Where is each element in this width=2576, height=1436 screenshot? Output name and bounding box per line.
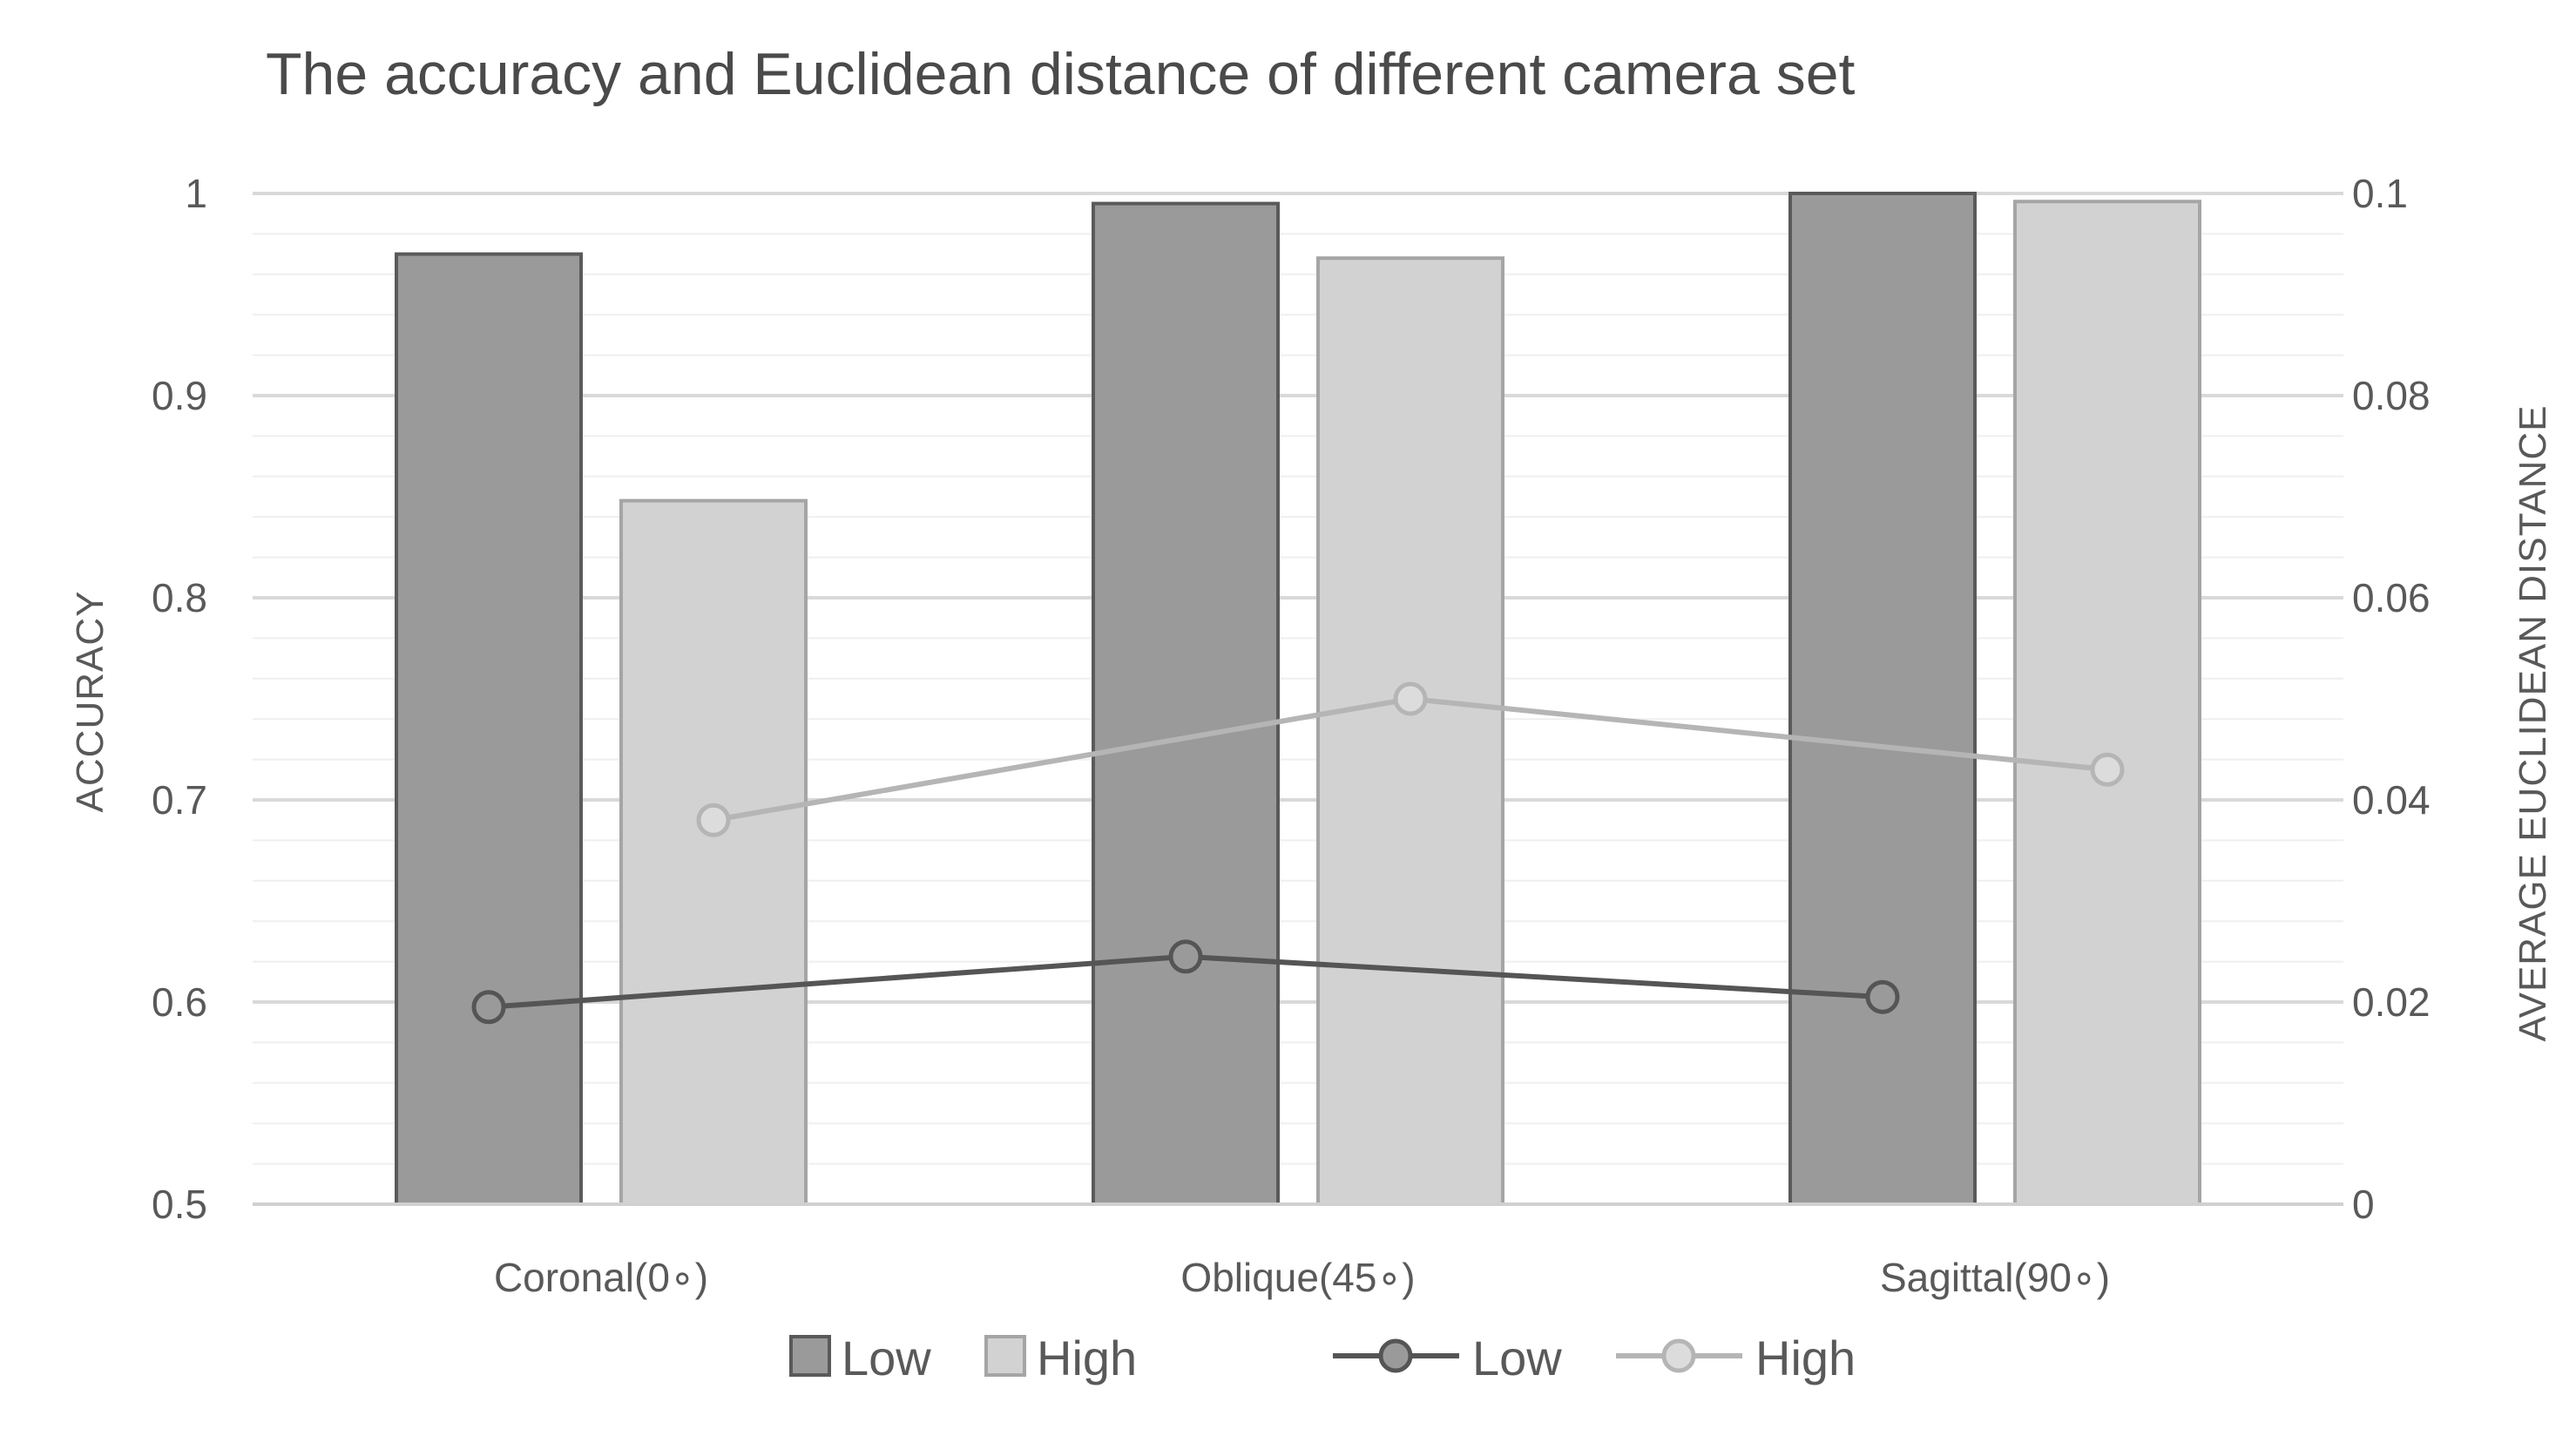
- y-axis-title-right: AVERAGE EUCLIDEAN DISTANCE: [2512, 405, 2554, 1042]
- y-axis-left: 0.5 0.6 0.7 0.8 0.9 1: [152, 171, 207, 1227]
- y-tick-label-left: 0.9: [152, 373, 207, 418]
- x-axis: Coronal(0∘) Oblique(45∘) Sagittal(90∘): [253, 1202, 2343, 1300]
- bar-low-3: [1788, 192, 1977, 1206]
- y-tick-label-right: 0.02: [2352, 979, 2431, 1025]
- point-high-2: [1393, 681, 1428, 716]
- legend-label-line-high: High: [1755, 1331, 1856, 1385]
- bar-high-3: [2013, 200, 2201, 1206]
- bar-low-2: [1092, 201, 1280, 1207]
- y-tick-label-right: 0.08: [2352, 373, 2431, 418]
- y-tick-label-left: 0.7: [152, 777, 207, 823]
- y-tick-label-left: 1: [185, 171, 207, 216]
- y-tick-label-left: 0.5: [152, 1182, 207, 1227]
- legend: Low High Low High: [789, 1331, 1856, 1385]
- legend-label-line-low: Low: [1472, 1331, 1562, 1385]
- x-tick-label: Oblique(45∘): [1180, 1255, 1415, 1300]
- x-tick-label: Sagittal(90∘): [1880, 1255, 2110, 1300]
- legend-marker-line-high: [1661, 1338, 1696, 1373]
- y-tick-label-right: 0.04: [2352, 777, 2431, 823]
- legend-swatch-bar-low: [789, 1335, 831, 1377]
- legend-swatch-bar-high: [984, 1335, 1026, 1377]
- point-high-1: [696, 803, 731, 837]
- y-tick-label-left: 0.8: [152, 575, 207, 620]
- y-tick-label-right: 0: [2352, 1182, 2375, 1227]
- y-tick-label-right: 0.06: [2352, 575, 2431, 620]
- lines: [471, 681, 2125, 1025]
- chart-title: The accuracy and Euclidean distance of d…: [266, 41, 1856, 107]
- y-axis-right: 0 0.02 0.04 0.06 0.08 0.1: [2352, 171, 2431, 1227]
- legend-marker-line-low: [1378, 1338, 1413, 1373]
- y-tick-label-right: 0.1: [2352, 171, 2408, 216]
- bar-high-2: [1316, 256, 1504, 1206]
- bar-high-1: [619, 498, 808, 1206]
- legend-label-bar-high: High: [1037, 1331, 1137, 1385]
- x-tick-label: Coronal(0∘): [494, 1255, 708, 1300]
- point-low-1: [471, 990, 506, 1025]
- point-low-2: [1168, 939, 1203, 974]
- y-tick-label-left: 0.6: [152, 979, 207, 1025]
- point-low-3: [1865, 979, 1900, 1014]
- legend-label-bar-low: Low: [842, 1331, 931, 1385]
- bars: [395, 192, 2201, 1207]
- bar-low-1: [395, 252, 583, 1207]
- point-high-3: [2090, 752, 2125, 787]
- y-axis-title-left: ACCURACY: [69, 591, 112, 813]
